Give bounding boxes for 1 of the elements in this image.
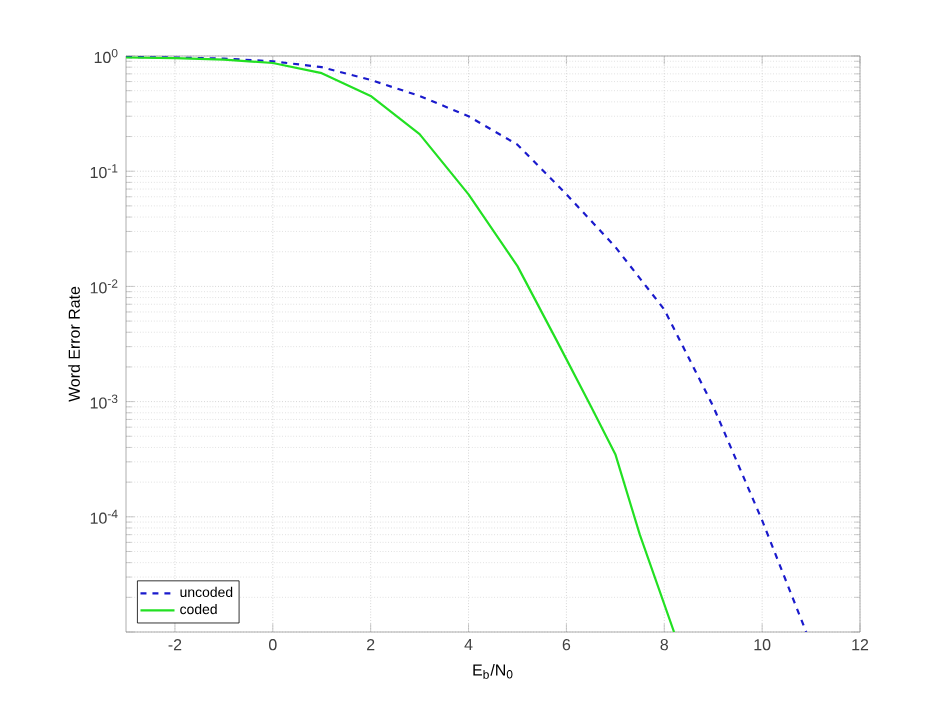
line-series [126,56,676,633]
